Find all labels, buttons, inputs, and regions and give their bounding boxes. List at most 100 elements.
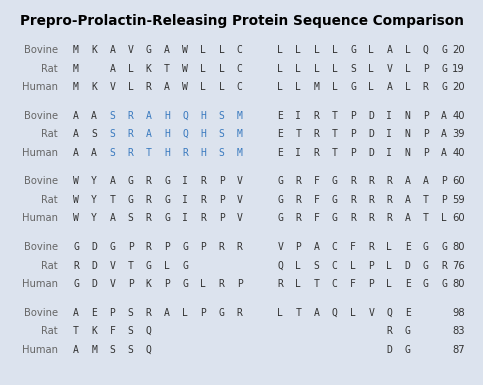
Text: C: C bbox=[332, 261, 338, 271]
Text: T: T bbox=[332, 129, 338, 139]
Text: G: G bbox=[441, 279, 447, 289]
Text: L: L bbox=[277, 45, 283, 55]
Text: G: G bbox=[146, 261, 152, 271]
Text: G: G bbox=[164, 195, 170, 205]
Text: 83: 83 bbox=[453, 326, 465, 336]
Text: M: M bbox=[237, 148, 243, 158]
Text: E: E bbox=[277, 129, 283, 139]
Text: V: V bbox=[237, 213, 243, 223]
Text: L: L bbox=[277, 82, 283, 92]
Text: A: A bbox=[73, 148, 79, 158]
Text: L: L bbox=[200, 82, 206, 92]
Text: L: L bbox=[332, 64, 338, 74]
Text: I: I bbox=[386, 110, 392, 121]
Text: A: A bbox=[73, 308, 79, 318]
Text: L: L bbox=[332, 45, 338, 55]
Text: P: P bbox=[441, 195, 447, 205]
Text: P: P bbox=[368, 261, 374, 271]
Text: R: R bbox=[200, 213, 206, 223]
Text: L: L bbox=[219, 64, 225, 74]
Text: D: D bbox=[91, 261, 97, 271]
Text: L: L bbox=[219, 82, 225, 92]
Text: A: A bbox=[405, 195, 411, 205]
Text: S: S bbox=[350, 64, 356, 74]
Text: H: H bbox=[164, 110, 170, 121]
Text: L: L bbox=[386, 261, 392, 271]
Text: A: A bbox=[110, 213, 115, 223]
Text: I: I bbox=[386, 148, 392, 158]
Text: R: R bbox=[386, 176, 392, 186]
Text: G: G bbox=[405, 326, 411, 336]
Text: R: R bbox=[128, 110, 133, 121]
Text: T: T bbox=[128, 261, 133, 271]
Text: K: K bbox=[146, 279, 152, 289]
Text: L: L bbox=[368, 64, 374, 74]
Text: Human: Human bbox=[22, 213, 58, 223]
Text: A: A bbox=[386, 82, 392, 92]
Text: L: L bbox=[128, 82, 133, 92]
Text: W: W bbox=[73, 213, 79, 223]
Text: H: H bbox=[200, 129, 206, 139]
Text: R: R bbox=[423, 82, 429, 92]
Text: L: L bbox=[296, 64, 301, 74]
Text: L: L bbox=[200, 64, 206, 74]
Text: 80: 80 bbox=[453, 242, 465, 252]
Text: G: G bbox=[219, 308, 225, 318]
Text: K: K bbox=[91, 326, 97, 336]
Text: Q: Q bbox=[146, 345, 152, 355]
Text: G: G bbox=[182, 279, 188, 289]
Text: T: T bbox=[146, 148, 152, 158]
Text: R: R bbox=[73, 261, 79, 271]
Text: 20: 20 bbox=[453, 45, 465, 55]
Text: R: R bbox=[277, 279, 283, 289]
Text: F: F bbox=[350, 242, 356, 252]
Text: P: P bbox=[200, 242, 206, 252]
Text: W: W bbox=[73, 176, 79, 186]
Text: R: R bbox=[146, 213, 152, 223]
Text: G: G bbox=[441, 64, 447, 74]
Text: L: L bbox=[296, 261, 301, 271]
Text: A: A bbox=[110, 176, 115, 186]
Text: R: R bbox=[146, 82, 152, 92]
Text: A: A bbox=[73, 110, 79, 121]
Text: E: E bbox=[277, 148, 283, 158]
Text: S: S bbox=[91, 129, 97, 139]
Text: R: R bbox=[200, 195, 206, 205]
Text: G: G bbox=[164, 213, 170, 223]
Text: P: P bbox=[237, 279, 243, 289]
Text: P: P bbox=[423, 148, 429, 158]
Text: Rat: Rat bbox=[42, 195, 58, 205]
Text: A: A bbox=[405, 176, 411, 186]
Text: S: S bbox=[219, 129, 225, 139]
Text: Rat: Rat bbox=[42, 326, 58, 336]
Text: V: V bbox=[277, 242, 283, 252]
Text: A: A bbox=[441, 148, 447, 158]
Text: V: V bbox=[110, 261, 115, 271]
Text: L: L bbox=[296, 45, 301, 55]
Text: W: W bbox=[182, 45, 188, 55]
Text: 59: 59 bbox=[452, 195, 465, 205]
Text: P: P bbox=[350, 129, 356, 139]
Text: 19: 19 bbox=[452, 64, 465, 74]
Text: P: P bbox=[423, 110, 429, 121]
Text: G: G bbox=[332, 213, 338, 223]
Text: R: R bbox=[350, 213, 356, 223]
Text: L: L bbox=[182, 308, 188, 318]
Text: P: P bbox=[219, 195, 225, 205]
Text: P: P bbox=[441, 176, 447, 186]
Text: Q: Q bbox=[182, 110, 188, 121]
Text: G: G bbox=[110, 242, 115, 252]
Text: G: G bbox=[405, 345, 411, 355]
Text: C: C bbox=[332, 279, 338, 289]
Text: Y: Y bbox=[91, 195, 97, 205]
Text: I: I bbox=[386, 129, 392, 139]
Text: N: N bbox=[405, 110, 411, 121]
Text: Bovine: Bovine bbox=[24, 110, 58, 121]
Text: R: R bbox=[146, 242, 152, 252]
Text: L: L bbox=[386, 279, 392, 289]
Text: Q: Q bbox=[386, 308, 392, 318]
Text: E: E bbox=[405, 242, 411, 252]
Text: L: L bbox=[386, 242, 392, 252]
Text: Q: Q bbox=[277, 261, 283, 271]
Text: A: A bbox=[405, 213, 411, 223]
